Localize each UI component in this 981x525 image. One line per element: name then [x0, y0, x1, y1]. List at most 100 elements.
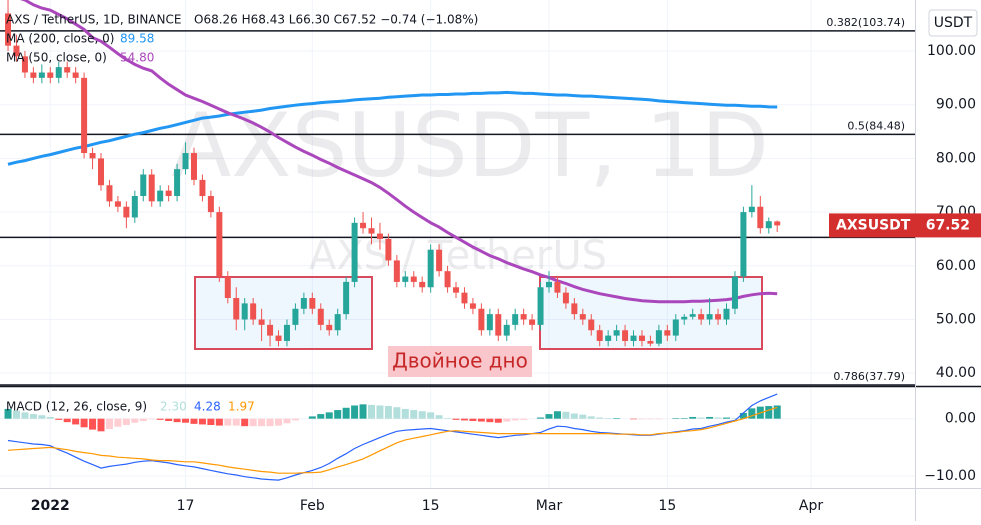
macd-histogram: [452, 418, 460, 420]
price-tag-value: 67.52: [926, 217, 970, 233]
ohlc: O68.26 H68.43 L66.30 C67.52 −0.74 (−1.08…: [194, 13, 478, 27]
macd-histogram: [46, 416, 54, 419]
currency-box[interactable]: [928, 9, 978, 37]
candle-body: [148, 174, 155, 202]
macd-histogram: [367, 404, 375, 419]
candle-body: [140, 174, 147, 196]
candle-body: [495, 314, 502, 336]
macd-histogram: [748, 408, 756, 419]
candle-body: [444, 271, 451, 288]
candle-body: [89, 153, 96, 159]
macd-histogram: [122, 418, 130, 426]
macd-histogram: [21, 412, 29, 419]
level-label: 0.786(37.79): [833, 370, 905, 383]
macd-histogram: [477, 418, 485, 422]
macd-histogram: [308, 416, 316, 419]
candle-body: [486, 314, 493, 331]
annotation-box: [388, 346, 532, 377]
macd-histogram: [562, 411, 570, 419]
candle-body: [698, 314, 705, 320]
y-tick-label: 100.00: [927, 43, 976, 59]
candle-body: [81, 77, 88, 154]
candle-body: [731, 276, 738, 309]
candle-body: [106, 185, 113, 202]
macd-histogram: [655, 418, 663, 420]
macd-histogram: [537, 417, 545, 419]
candle-body: [5, 13, 12, 46]
macd-histogram: [291, 418, 299, 421]
candle-body: [588, 319, 595, 331]
ma-name: MA (200, close, 0): [6, 32, 114, 46]
x-tick-label: Mar: [536, 498, 563, 514]
candle-body: [613, 330, 620, 336]
candle-body: [38, 72, 45, 78]
candle-body: [199, 179, 206, 196]
candle-body: [393, 260, 400, 282]
candle-body: [360, 222, 367, 229]
macd-histogram: [258, 418, 266, 427]
macd-histogram: [765, 406, 773, 419]
x-tick-label: Feb: [300, 498, 325, 514]
currency: USDT: [934, 15, 973, 31]
macd-histogram: [553, 411, 561, 419]
macd-histogram: [173, 418, 181, 423]
y-tick-label: 60.00: [936, 258, 976, 274]
candle-body: [376, 233, 383, 239]
moving-average: [19, 0, 778, 304]
candle-body: [672, 319, 679, 336]
candle-body: [512, 314, 519, 325]
candle-body: [114, 201, 121, 207]
candle-body: [30, 72, 37, 78]
macd-histogram: [224, 418, 232, 426]
macd-histogram: [689, 416, 697, 419]
macd-histogram: [672, 418, 680, 419]
candle-body: [309, 298, 316, 309]
candle-body: [123, 206, 130, 218]
candle-body: [647, 340, 654, 344]
candle-body: [571, 303, 578, 315]
macd-histogram: [739, 412, 747, 419]
candle-body: [216, 212, 223, 277]
candle-body: [715, 314, 722, 320]
candle-body: [596, 330, 603, 341]
macd-histogram: [680, 418, 688, 419]
candle-body: [368, 228, 375, 234]
candle-body: [258, 319, 265, 325]
candle-body: [207, 195, 214, 213]
candle-body: [21, 56, 28, 73]
y-tick-label: 40.00: [936, 365, 976, 381]
price-tag: [829, 213, 981, 238]
candle-body: [748, 206, 755, 213]
signal-line: [7, 406, 778, 474]
macd-histogram: [131, 418, 139, 423]
candle-body: [343, 281, 350, 315]
candle-body: [157, 190, 164, 202]
x-tick-label: 17: [177, 498, 195, 514]
macd-histogram: [444, 418, 452, 419]
candle-body: [740, 212, 747, 277]
macd-histogram: [545, 414, 553, 419]
moving-average: [7, 90, 778, 166]
candle-body: [723, 308, 730, 320]
candle-body: [64, 67, 71, 73]
macd-histogram: [511, 418, 519, 421]
y-tick-label: 0.00: [945, 411, 976, 427]
candle-body: [419, 281, 426, 288]
macd-hist-value: 2.30: [160, 400, 187, 414]
candle-body: [622, 330, 629, 341]
price-tag-symbol: AXSUSDT: [836, 217, 911, 233]
candle-body: [47, 72, 54, 78]
candle-body: [537, 287, 544, 325]
candle-body: [436, 249, 443, 272]
y-tick-label: −10.00: [924, 468, 976, 484]
watermark-sub: AXS / TetherUS: [309, 233, 607, 279]
macd-histogram: [232, 418, 240, 426]
macd-histogram: [376, 405, 384, 419]
indicator-legend: MA (200, close, 0) 89.58 MA (50, close, 0)…: [6, 32, 255, 414]
level-label: 0.5(84.48): [847, 119, 905, 132]
candle-body: [334, 314, 341, 331]
macd-histogram: [105, 418, 113, 430]
macd-histogram: [283, 418, 291, 424]
macd-histogram: [646, 418, 654, 420]
